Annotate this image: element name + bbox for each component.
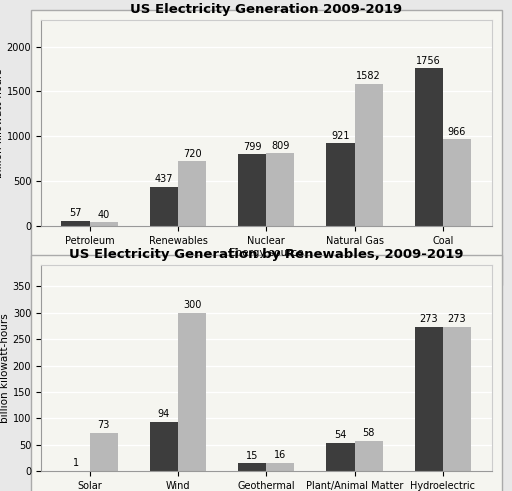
Bar [354,441,383,471]
Bar [90,222,118,226]
X-axis label: Energy source: Energy source [229,248,304,258]
Title: US Electricity Generation by Renewables, 2009-2019: US Electricity Generation by Renewables,… [69,248,463,261]
Bar [443,327,471,471]
Bar [61,221,90,226]
Legend: 2009, 2019: 2009, 2019 [212,289,321,307]
Text: 58: 58 [362,428,375,438]
Text: 799: 799 [243,141,261,152]
Bar [90,433,118,471]
Bar [150,187,178,226]
Bar [266,463,294,471]
Bar [326,143,354,226]
Text: 437: 437 [155,174,173,184]
Text: 1756: 1756 [416,56,441,66]
Text: 809: 809 [271,140,290,151]
Text: 720: 720 [183,149,201,159]
Bar [415,68,443,226]
Bar [326,443,354,471]
Text: 16: 16 [274,450,287,460]
Text: 966: 966 [447,127,466,136]
Bar [354,84,383,226]
Bar [266,153,294,226]
Title: US Electricity Generation 2009-2019: US Electricity Generation 2009-2019 [130,2,402,16]
Text: 73: 73 [98,420,110,430]
Text: 40: 40 [98,210,110,219]
Text: 94: 94 [158,409,170,419]
Y-axis label: billion kilowatt-hours: billion kilowatt-hours [0,313,10,423]
Bar [178,162,206,226]
Text: 54: 54 [334,430,347,440]
Text: 921: 921 [331,131,350,140]
Bar [415,327,443,471]
Text: 1: 1 [73,458,79,468]
Text: 273: 273 [419,314,438,325]
Bar [150,422,178,471]
Text: 273: 273 [447,314,466,325]
Text: 57: 57 [69,208,82,218]
Y-axis label: billion kilowatt-hours: billion kilowatt-hours [0,68,4,178]
Bar [238,154,266,226]
Bar [443,139,471,226]
Text: 1582: 1582 [356,71,381,82]
Bar [238,464,266,471]
Text: 300: 300 [183,300,201,310]
Bar [178,313,206,471]
Text: 15: 15 [246,451,258,461]
